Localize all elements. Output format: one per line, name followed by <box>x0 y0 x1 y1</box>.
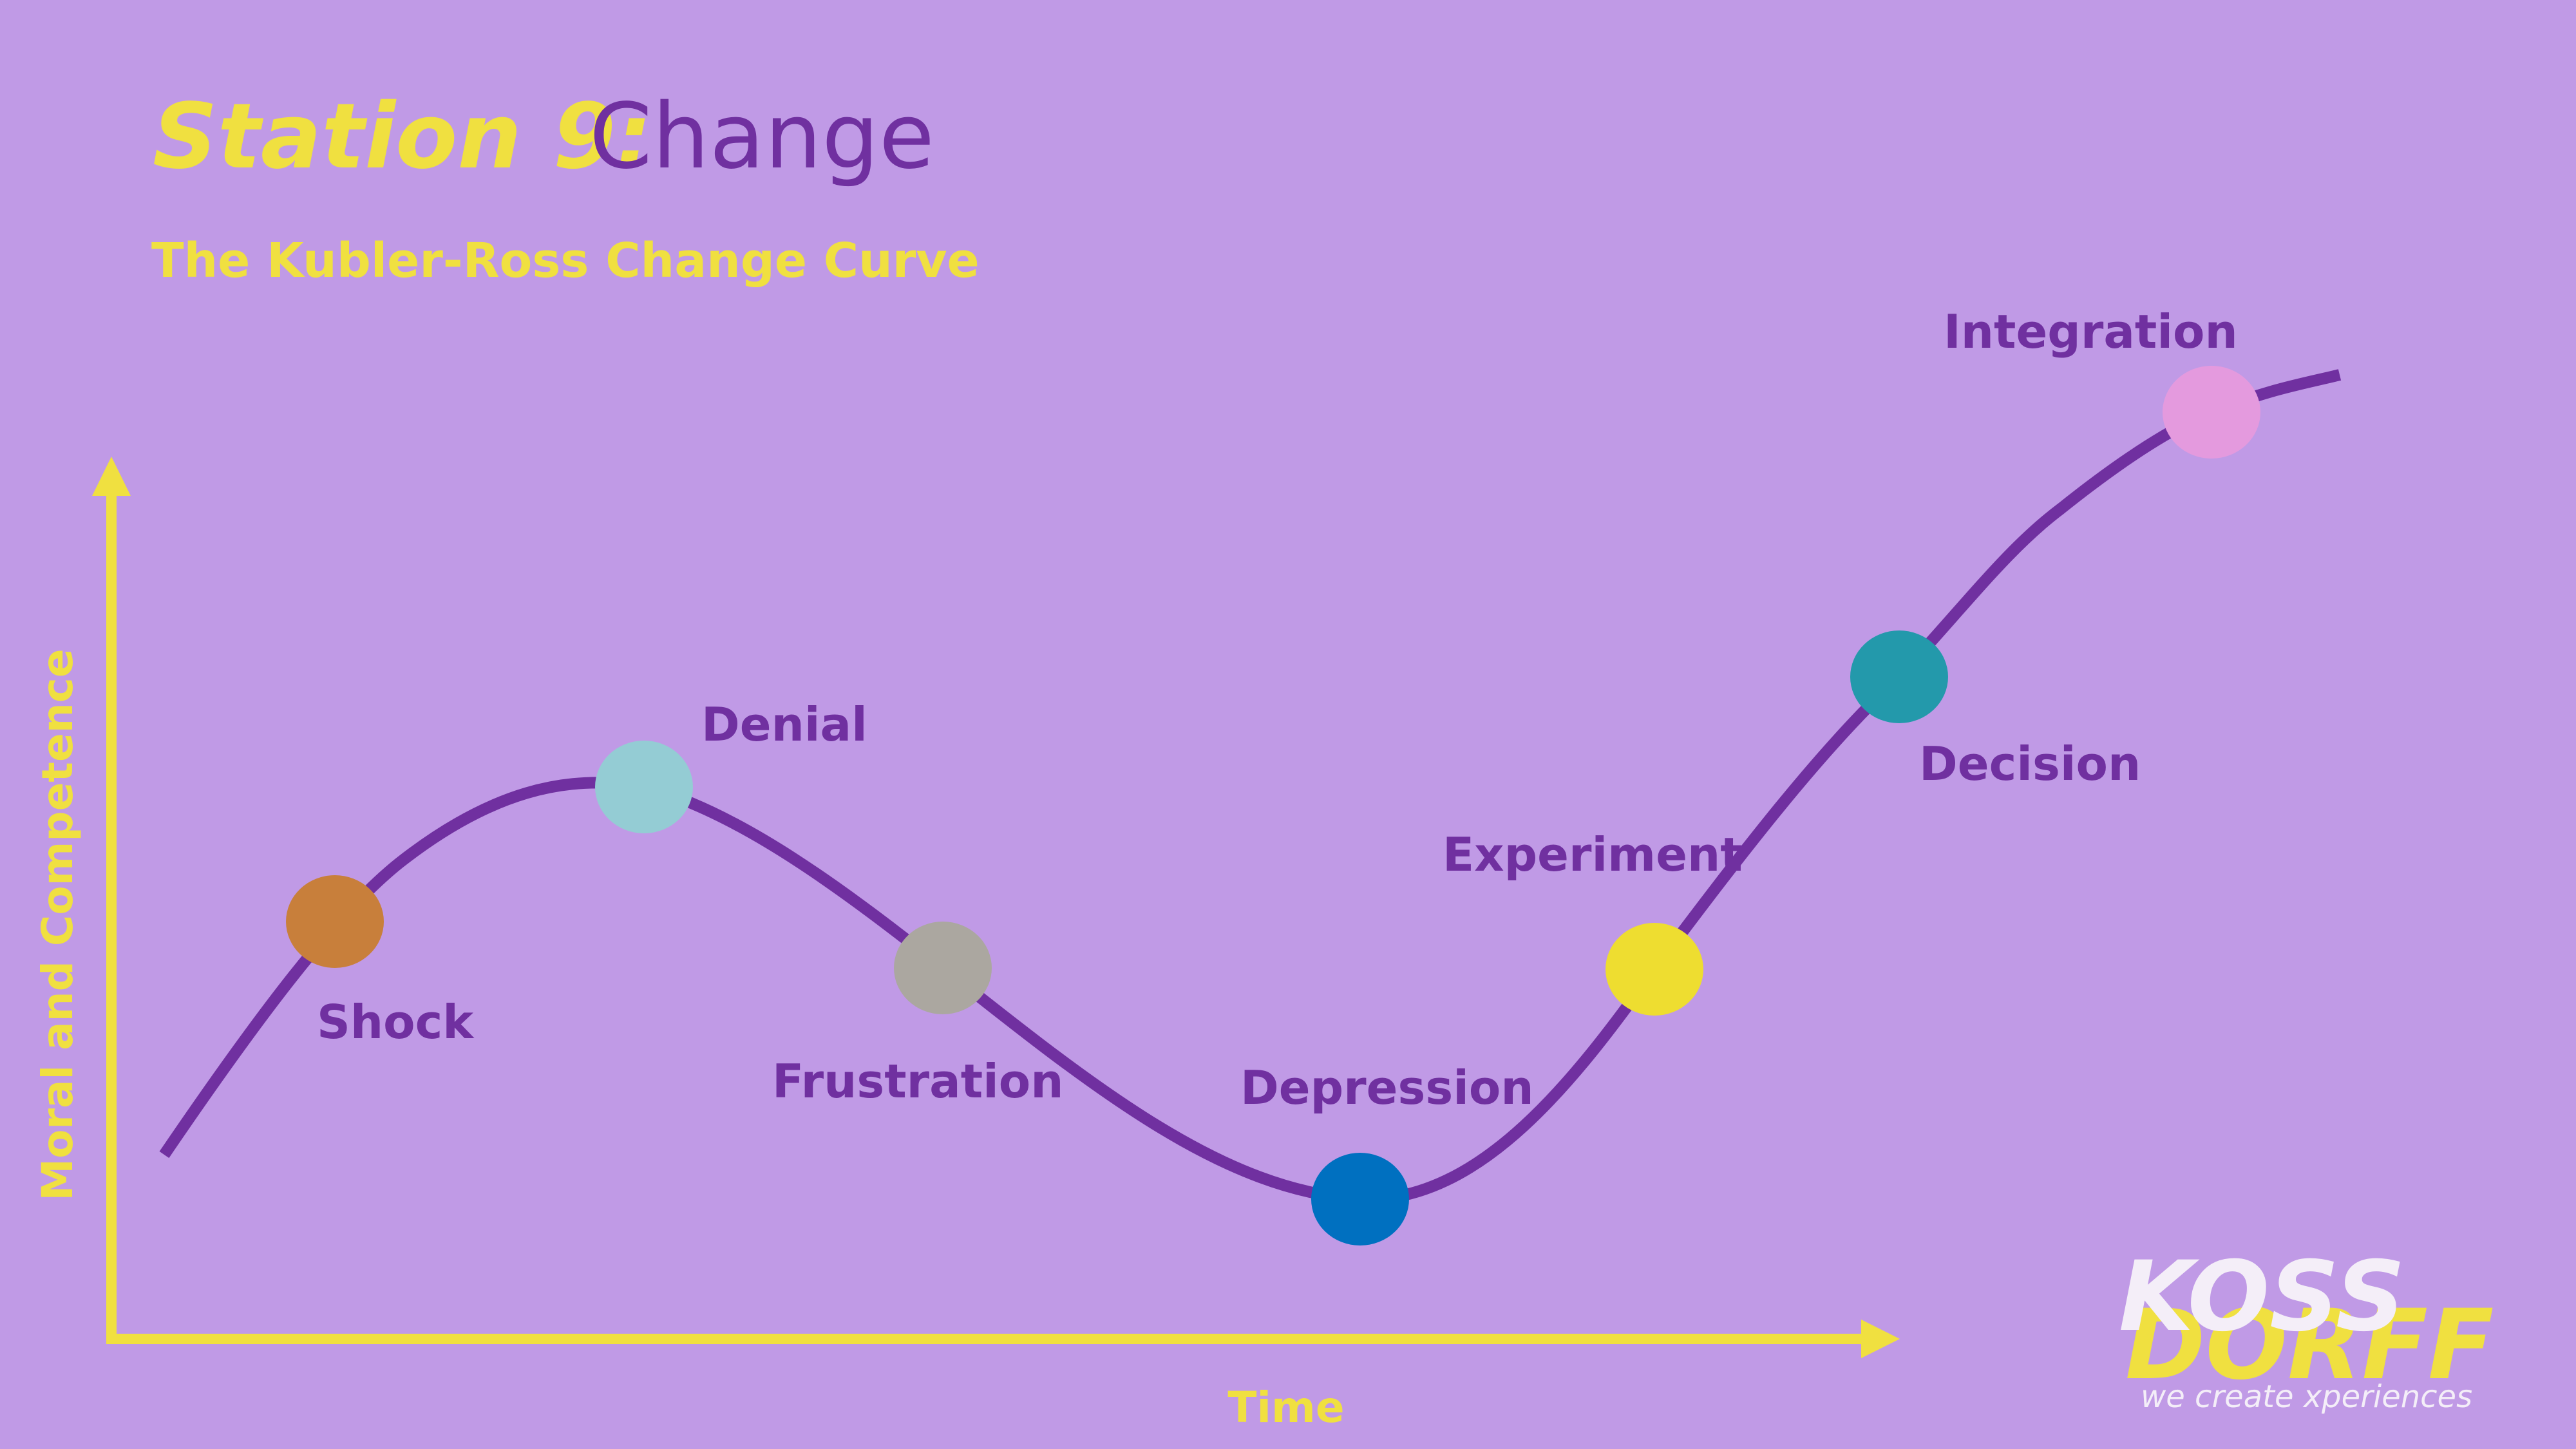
logo-tagline: we create xperiences <box>2141 1379 2472 1415</box>
logo: DORFF KOSS we create xperiences <box>2119 1241 2494 1415</box>
stage-dot <box>286 875 384 968</box>
stage-label: Frustration <box>772 1054 1064 1108</box>
stage-dot <box>1850 630 1948 723</box>
stage-label: Depression <box>1240 1061 1534 1115</box>
stage-dot <box>595 741 693 833</box>
nodes: Shock Denial Frustration Depression Experime… <box>286 305 2260 1245</box>
title: Change <box>589 84 934 189</box>
x-axis-label: Time <box>1227 1383 1344 1432</box>
logo-top: KOSS <box>2119 1241 2405 1353</box>
stage-label: Shock <box>317 995 475 1049</box>
logo-bottom: DORFF <box>2125 1289 2494 1401</box>
stage-label: Decision <box>1919 737 2141 791</box>
x-arrow <box>1861 1320 1900 1358</box>
stage-label: Experiment <box>1443 828 1743 882</box>
stage-dot <box>894 922 992 1014</box>
y-axis-label: Moral and Competence <box>33 649 82 1200</box>
stage-dot <box>1311 1153 1409 1245</box>
title-prefix: Station 9: <box>153 84 652 189</box>
stage-label: Integration <box>1944 305 2238 359</box>
subtitle: The Kubler-Ross Change Curve <box>151 233 980 289</box>
y-arrow <box>92 457 131 496</box>
stage-dot <box>1605 923 1703 1016</box>
stage-dot <box>2163 366 2260 459</box>
stage-label: Denial <box>701 697 867 752</box>
